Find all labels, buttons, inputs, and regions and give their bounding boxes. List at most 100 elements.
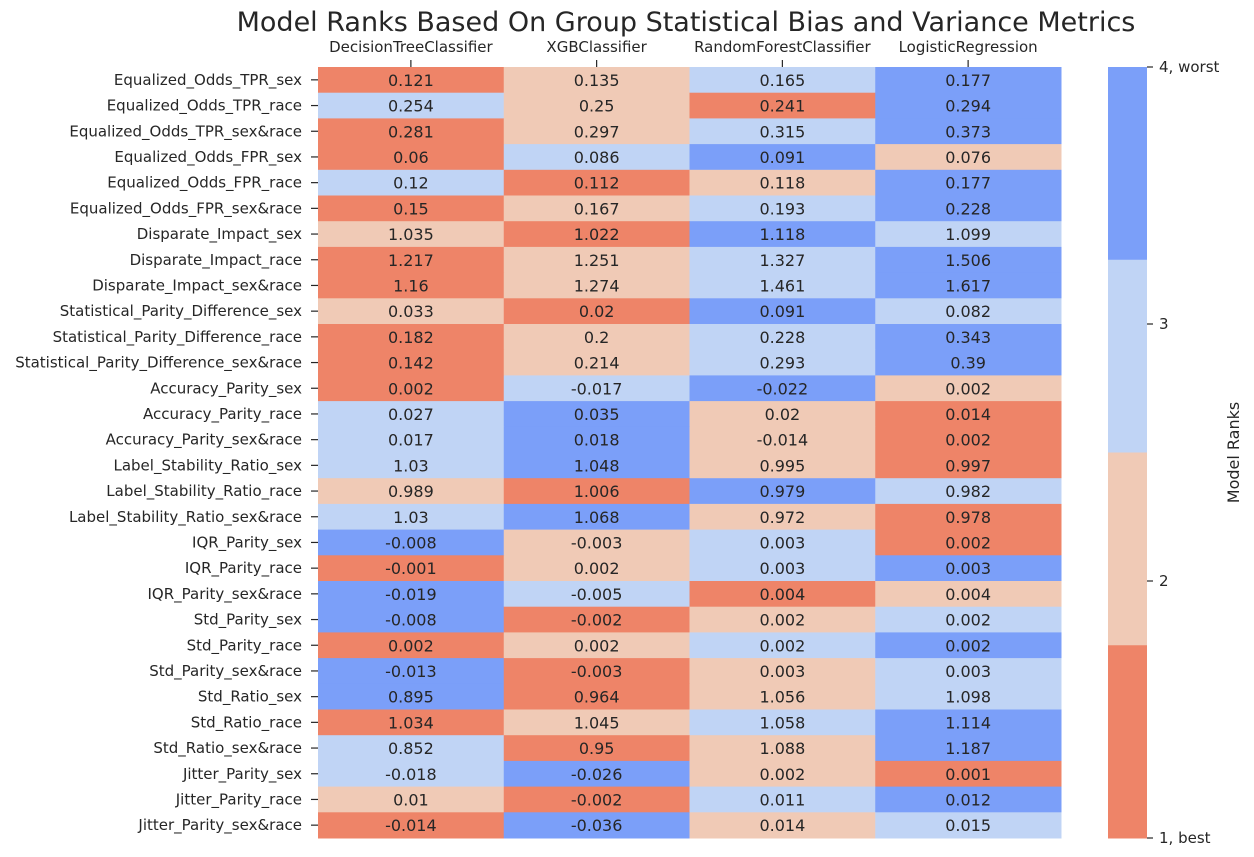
heatmap-cell xyxy=(689,709,876,736)
cell-value-label: 1.099 xyxy=(945,225,991,244)
heatmap-cell xyxy=(875,349,1062,376)
cell-value-label: 1.506 xyxy=(945,251,991,270)
heatmap-cell xyxy=(689,426,876,453)
cell-value-label: 1.16 xyxy=(393,276,429,295)
heatmap-cell xyxy=(875,195,1062,222)
cell-value-label: 0.003 xyxy=(759,533,805,552)
heatmap-cell xyxy=(318,221,505,248)
cell-value-label: 1.118 xyxy=(759,225,805,244)
heatmap-cell xyxy=(503,401,690,428)
row-label: IQR_Parity_sex xyxy=(192,533,302,552)
cell-value-label: 0.167 xyxy=(574,199,620,218)
row-label: Equalized_Odds_FPR_sex xyxy=(114,148,302,167)
column-label: DecisionTreeClassifier xyxy=(329,38,493,56)
heatmap-cell xyxy=(689,144,876,171)
heatmap-cell xyxy=(318,272,505,299)
cell-value-label: 0.003 xyxy=(945,662,991,681)
heatmap-cell xyxy=(503,735,690,762)
heatmap-cell xyxy=(689,67,876,94)
heatmap-cell xyxy=(689,786,876,813)
cell-value-label: 0.142 xyxy=(388,354,434,373)
cell-value-label: -0.026 xyxy=(571,765,623,784)
heatmap-cell xyxy=(875,529,1062,556)
heatmap-cell xyxy=(875,735,1062,762)
cell-value-label: 0.06 xyxy=(393,148,429,167)
cell-value-label: 0.004 xyxy=(759,585,805,604)
row-label: Jitter_Parity_sex xyxy=(182,765,302,784)
cell-value-label: 0.297 xyxy=(574,122,620,141)
row-label: Disparate_Impact_sex&race xyxy=(92,276,302,295)
row-label: Equalized_Odds_TPR_race xyxy=(107,97,302,116)
chart-title: Model Ranks Based On Group Statistical B… xyxy=(237,7,1136,38)
heatmap-cell xyxy=(875,786,1062,813)
heatmap-cell xyxy=(503,632,690,659)
row-label: Statistical_Parity_Difference_sex xyxy=(60,302,302,321)
cell-value-label: 0.254 xyxy=(388,97,434,116)
heatmap-cell xyxy=(689,92,876,119)
cell-value-label: 0.003 xyxy=(759,662,805,681)
heatmap-cell xyxy=(318,92,505,119)
cell-value-label: 1.035 xyxy=(388,225,434,244)
cell-value-label: 1.058 xyxy=(759,713,805,732)
cell-value-label: -0.002 xyxy=(571,790,623,809)
heatmap-cell xyxy=(875,246,1062,274)
heatmap-cell xyxy=(875,503,1062,531)
heatmap-cell xyxy=(318,606,505,633)
cell-value-label: -0.003 xyxy=(571,662,623,681)
heatmap-cell xyxy=(875,298,1062,325)
heatmap-cell xyxy=(689,452,876,479)
heatmap-cell xyxy=(875,118,1062,145)
cell-value-label: 0.177 xyxy=(945,174,991,193)
cell-value-label: 1.006 xyxy=(574,482,620,501)
heatmap-cell xyxy=(503,709,690,736)
heatmap-cell xyxy=(689,401,876,428)
cell-value-label: 0.982 xyxy=(945,482,991,501)
heatmap-cell xyxy=(689,246,876,274)
heatmap-cell xyxy=(318,760,505,788)
heatmap-cell xyxy=(875,760,1062,788)
heatmap-cell xyxy=(503,452,690,479)
cell-value-label: -0.008 xyxy=(385,611,437,630)
heatmap-cell xyxy=(875,144,1062,171)
row-label: Std_Parity_sex xyxy=(194,611,302,630)
heatmap-cell xyxy=(689,169,876,196)
heatmap-cell xyxy=(318,735,505,762)
heatmap-cell xyxy=(503,246,690,274)
heatmap-cell xyxy=(503,324,690,351)
cell-value-label: -0.008 xyxy=(385,533,437,552)
heatmap-cell xyxy=(689,349,876,376)
heatmap-cell xyxy=(503,581,690,608)
row-label: Accuracy_Parity_race xyxy=(143,405,302,424)
cell-value-label: 1.034 xyxy=(388,713,434,732)
cell-value-label: -0.013 xyxy=(385,662,437,681)
heatmap-cell xyxy=(503,298,690,325)
row-label: Std_Parity_sex&race xyxy=(149,662,302,681)
heatmap-cell xyxy=(689,272,876,299)
cell-value-label: 0.002 xyxy=(945,611,991,630)
cell-value-label: 0.39 xyxy=(950,354,986,373)
cell-value-label: -0.014 xyxy=(757,431,809,450)
heatmap-cell xyxy=(503,786,690,813)
heatmap-cell xyxy=(503,195,690,222)
heatmap-cell xyxy=(689,324,876,351)
cell-value-label: 0.003 xyxy=(759,559,805,578)
row-label: Label_Stability_Ratio_race xyxy=(106,482,302,501)
heatmap-cell xyxy=(318,349,505,376)
cell-value-label: -0.002 xyxy=(571,611,623,630)
heatmap-cell xyxy=(318,658,505,685)
column-label: LogisticRegression xyxy=(899,38,1038,56)
cell-value-label: 1.03 xyxy=(393,456,429,475)
cell-value-label: 0.02 xyxy=(579,302,615,321)
heatmap-cell xyxy=(875,581,1062,608)
heatmap-cell xyxy=(318,581,505,608)
row-label: Equalized_Odds_FPR_sex&race xyxy=(70,199,302,218)
heatmap-cell xyxy=(689,221,876,248)
cell-value-label: 0.082 xyxy=(945,302,991,321)
heatmap-cell xyxy=(318,632,505,659)
heatmap-cell xyxy=(318,812,505,839)
column-labels: DecisionTreeClassifier XGBClassifier Rando… xyxy=(329,38,1038,67)
heatmap-cell xyxy=(318,452,505,479)
cell-value-label: -0.036 xyxy=(571,816,623,835)
heatmap-cell xyxy=(503,92,690,119)
cell-value-label: 0.25 xyxy=(579,97,615,116)
